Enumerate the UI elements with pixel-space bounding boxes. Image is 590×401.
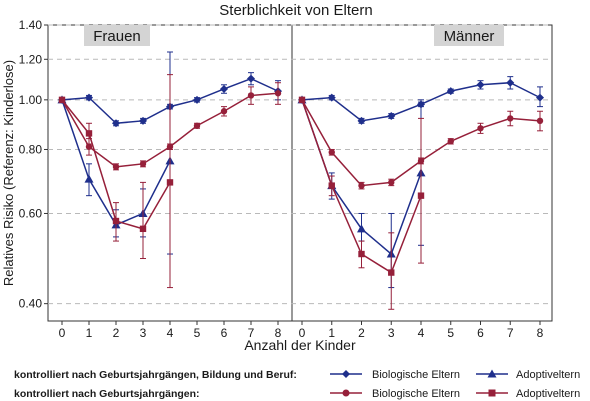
y-tick-label: 1.40 — [19, 18, 43, 32]
y-tick-label: 1.00 — [19, 93, 43, 107]
circle-marker — [507, 115, 514, 122]
square-marker — [139, 225, 147, 233]
circle-marker — [447, 138, 454, 145]
circle-marker — [139, 160, 147, 168]
y-axis: 0.40 0.60 0.80 1.00 1.20 1.40 — [19, 18, 48, 311]
legend-row-label: kontrolliert nach Geburtsjahrgängen, Bil… — [14, 369, 297, 381]
x-axis: 0 1 2 3 4 5 6 7 8 0 1 2 3 4 5 6 7 8 — [59, 321, 544, 340]
diamond-marker — [506, 78, 515, 87]
legend-entry-text: Adoptiveltern — [516, 369, 580, 381]
x-tick-label: 6 — [221, 326, 228, 340]
series-layer — [57, 51, 544, 310]
series-square-maenner — [298, 96, 425, 310]
circle-marker — [388, 179, 395, 186]
square-marker — [358, 250, 365, 258]
x-tick-label: 1 — [86, 326, 93, 340]
series-square-frauen — [58, 74, 174, 289]
triangle-marker — [357, 224, 366, 233]
x-tick-label: 3 — [140, 326, 147, 340]
x-tick-label: 2 — [358, 326, 365, 340]
panel-label-box — [434, 25, 504, 46]
diamond-marker — [220, 84, 228, 93]
square-marker — [417, 192, 425, 199]
circle-marker — [358, 182, 365, 189]
square-marker — [85, 130, 93, 137]
legend-entry-adoptive-full: Adoptiveltern — [476, 369, 580, 381]
triangle-marker — [84, 174, 94, 183]
y-grid — [48, 24, 552, 305]
legend-entry-biological-full: Biologische Eltern — [330, 369, 460, 381]
square-marker — [298, 96, 306, 104]
circle-marker — [220, 108, 228, 115]
y-tick-label: 0.60 — [19, 206, 43, 220]
legend-entry-text: Biologische Eltern — [372, 369, 460, 381]
legend-entry-text: Biologische Eltern — [372, 388, 460, 400]
circle-marker — [85, 143, 93, 150]
x-tick-label: 8 — [537, 326, 544, 340]
y-axis-label: Relatives Risiko (Referenz: Kinderlose) — [1, 60, 16, 286]
diamond-marker — [476, 80, 485, 89]
triangle-marker-icon — [487, 369, 497, 378]
y-tick-label: 1.20 — [19, 52, 43, 66]
circle-marker — [536, 117, 544, 125]
diamond-marker — [446, 87, 455, 96]
circle-marker — [193, 122, 201, 129]
legend-entry-text: Adoptiveltern — [516, 388, 580, 400]
x-tick-label: 3 — [388, 326, 395, 340]
x-tick-label: 7 — [248, 326, 255, 340]
x-tick-label: 0 — [59, 326, 66, 340]
panel-label-maenner: Männer — [434, 25, 504, 46]
x-tick-label: 4 — [418, 326, 425, 340]
series-diamond-frauen — [58, 72, 282, 128]
panel-label-text: Männer — [444, 28, 495, 45]
diamond-marker — [327, 93, 336, 102]
y-tick-label: 0.80 — [19, 142, 43, 156]
x-tick-label: 8 — [275, 326, 282, 340]
diamond-marker — [112, 119, 120, 128]
square-marker — [388, 269, 395, 276]
x-tick-label: 6 — [477, 326, 484, 340]
panel-label-text: Frauen — [93, 28, 141, 45]
circle-marker — [328, 149, 335, 156]
x-tick-label: 7 — [507, 326, 514, 340]
x-tick-label: 0 — [299, 326, 306, 340]
x-tick-label: 1 — [328, 326, 335, 340]
circle-marker — [477, 125, 484, 132]
x-axis-label: Anzahl der Kinder — [244, 337, 356, 353]
plot-frame — [47, 24, 553, 322]
diamond-marker — [193, 95, 201, 104]
chart-title: Sterblichkeit von Eltern — [219, 2, 372, 19]
square-marker — [58, 96, 66, 104]
circle-marker — [112, 163, 120, 171]
panel-label-box — [84, 25, 150, 46]
x-tick-label: 5 — [194, 326, 201, 340]
diamond-marker — [536, 93, 544, 102]
square-marker — [328, 182, 335, 189]
panel-label-frauen: Frauen — [84, 25, 150, 46]
diamond-marker — [357, 116, 366, 125]
legend: kontrolliert nach Geburtsjahrgängen, Bil… — [14, 369, 580, 400]
y-tick-label: 0.40 — [19, 297, 43, 311]
diamond-marker — [85, 93, 93, 102]
circle-marker — [247, 92, 255, 99]
circle-marker-icon — [342, 389, 350, 397]
diamond-marker — [139, 116, 147, 125]
legend-entry-biological-birthyear: Biologische Eltern — [330, 388, 460, 400]
x-tick-label: 4 — [167, 326, 174, 340]
diamond-marker — [247, 74, 255, 83]
diamond-marker — [387, 111, 396, 120]
square-marker — [112, 217, 120, 225]
diamond-marker-icon — [342, 370, 350, 378]
square-marker-icon — [488, 389, 496, 397]
square-marker — [166, 179, 174, 186]
circle-marker — [274, 90, 282, 97]
x-tick-label: 2 — [113, 326, 120, 340]
legend-row-label: kontrolliert nach Geburtsjahrgängen: — [14, 388, 200, 400]
x-tick-label: 5 — [447, 326, 454, 340]
legend-entry-adoptive-birthyear: Adoptiveltern — [476, 388, 580, 400]
